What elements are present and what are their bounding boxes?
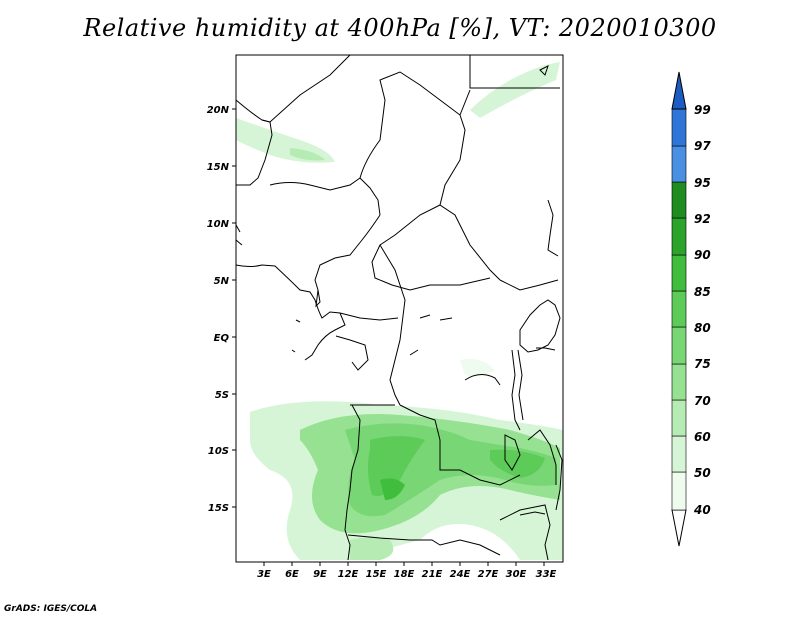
colorbar-low-triangle [671,509,687,547]
colorbar-segment [671,326,687,365]
colorbar-label: 75 [694,357,711,371]
lon-label: 24E [450,569,471,580]
colorbar-label: 60 [694,430,711,444]
colorbar-segment [671,254,687,292]
colorbar: 40 50 60 70 75 80 85 90 92 95 97 99 [671,71,711,547]
colorbar-high-triangle [671,71,687,110]
colorbar-segment [671,108,687,147]
lon-label: 27E [478,569,499,580]
humidity-shading [236,62,563,560]
lat-label: EQ [214,333,230,344]
axis-ticks [232,108,545,566]
colorbar-label: 50 [694,466,711,480]
colorbar-label: 40 [693,503,711,517]
lat-label: 15N [207,162,230,173]
colorbar-segment [671,145,687,183]
lat-labels: 20N 15N 10N 5N EQ 5S 10S 15S [207,105,230,514]
colorbar-label: 92 [694,212,711,226]
lat-label: 15S [208,503,229,514]
colorbar-segment [671,399,687,437]
lat-label: 10N [207,219,230,230]
lat-label: 10S [208,446,229,457]
colorbar-segment [671,363,687,401]
map-title: Relative humidity at 400hPa [%], VT: 202… [83,14,717,42]
colorbar-label: 97 [694,139,711,153]
colorbar-segment [671,181,687,219]
lat-label: 5N [214,276,230,287]
lon-label: 21E [422,569,443,580]
colorbar-segment [671,435,687,473]
colorbar-label: 85 [694,285,711,299]
lat-label: 20N [207,105,230,116]
lon-label: 18E [394,569,415,580]
colorbar-label: 90 [694,248,711,262]
country-borders [235,54,563,561]
colorbar-segment [671,217,687,256]
lat-label: 5S [215,390,229,401]
lon-label: 9E [313,569,327,580]
lon-labels: 3E 6E 9E 12E 15E 18E 21E 24E 27E 30E 33E [257,569,556,580]
lon-label: 30E [506,569,527,580]
credit-label: GrADS: IGES/COLA [4,604,98,614]
map-frame [235,54,564,563]
colorbar-label: 95 [694,176,711,190]
lon-label: 3E [257,569,271,580]
colorbar-label: 70 [694,394,711,408]
colorbar-label: 99 [694,103,711,117]
colorbar-label: 80 [694,321,711,335]
colorbar-segment [671,471,687,511]
lon-label: 33E [536,569,557,580]
lon-label: 12E [338,569,359,580]
colorbar-segment [671,290,687,328]
lon-label: 6E [285,569,299,580]
lon-label: 15E [366,569,387,580]
